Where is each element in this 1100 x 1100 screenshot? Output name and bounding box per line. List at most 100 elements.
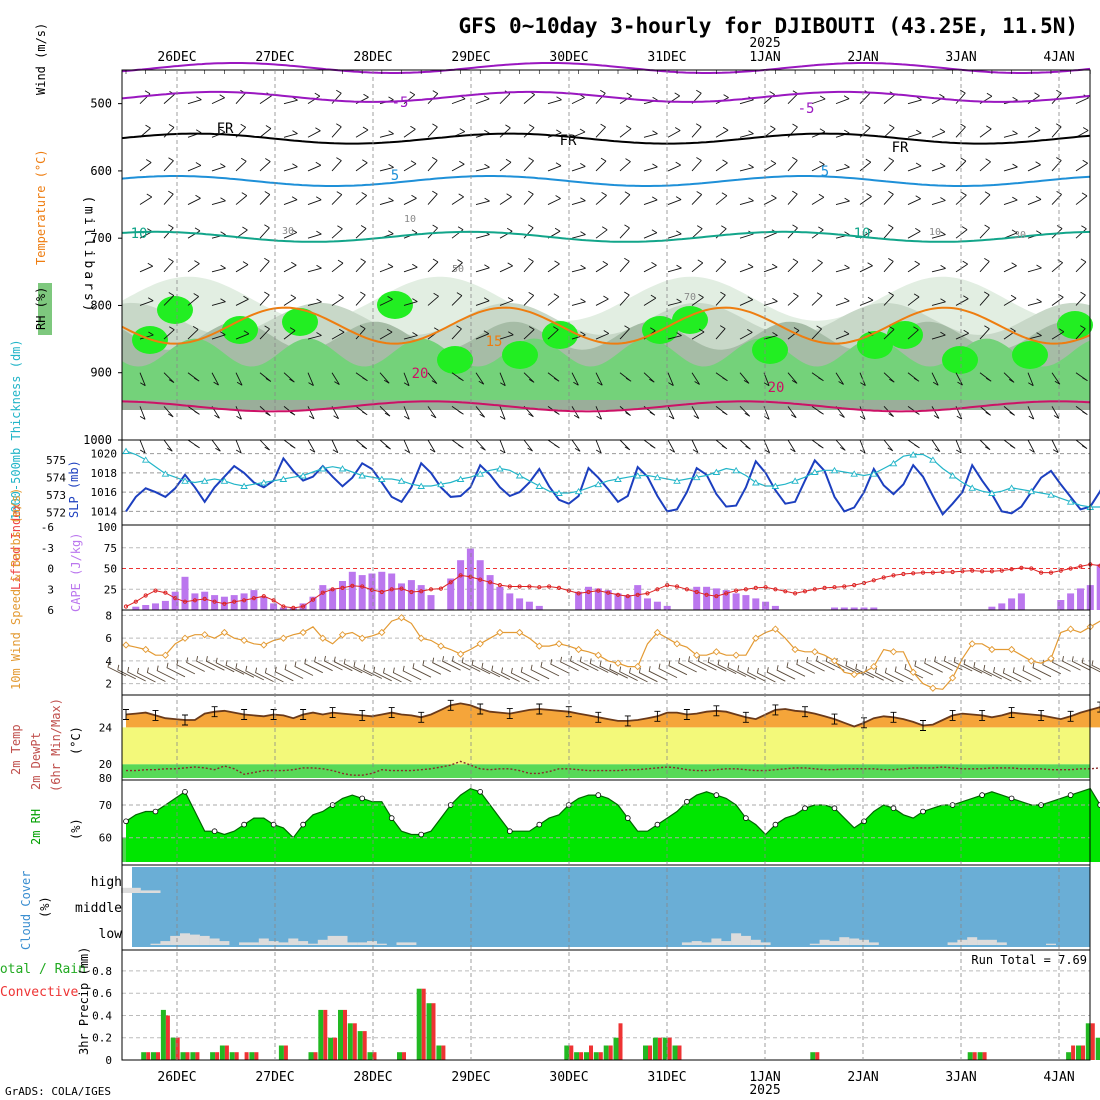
rh-marker <box>743 815 749 821</box>
wind10m-marker <box>791 645 799 654</box>
wind-barb <box>595 261 609 273</box>
wind10m-marker <box>614 659 622 667</box>
wind-barb <box>595 439 602 454</box>
temperature-minmax <box>683 709 690 720</box>
li-marker <box>419 589 424 594</box>
wind-barb <box>763 160 777 172</box>
wind-barb <box>763 194 777 205</box>
cape-bar <box>1017 593 1025 610</box>
surface-wind-barb <box>461 657 481 672</box>
wind-barb <box>379 164 394 172</box>
surface-wind-barb <box>638 667 658 683</box>
wind-barb <box>1027 126 1041 138</box>
wind10m-marker <box>358 634 366 642</box>
wind-barb <box>499 331 514 340</box>
cloud-bar-low <box>750 939 761 945</box>
surface-wind-barb <box>874 667 894 683</box>
li-marker <box>192 598 197 603</box>
li-marker <box>1068 566 1073 571</box>
surface-wind-barb <box>1081 657 1100 673</box>
cloud-bar-low <box>337 935 348 945</box>
cape-bar <box>535 605 543 610</box>
wind-barb <box>1003 196 1018 205</box>
wind-barb <box>595 89 606 104</box>
wind-barb <box>139 159 152 172</box>
wind-barb <box>883 190 894 205</box>
precip-total-bar <box>338 1009 343 1060</box>
temp-axis-label: 2m Temp <box>9 724 23 775</box>
wind10m-marker <box>673 640 681 648</box>
wind-barb <box>451 160 465 172</box>
wind-barb <box>907 228 921 239</box>
li-marker <box>674 584 680 589</box>
temperature-minmax <box>890 711 897 723</box>
wind10m-marker <box>378 628 386 637</box>
surface-wind-barb <box>884 667 904 683</box>
wind-barb <box>883 124 895 138</box>
wind-barb <box>211 372 219 386</box>
thickness-axis-label: 1000-500mb Thickness (dm) <box>9 339 23 520</box>
li-marker <box>724 591 729 596</box>
cape-axis-label: CAPE (J/kg) <box>69 533 83 612</box>
wind-barb <box>979 291 990 306</box>
isotherm-label: 5 <box>391 168 399 184</box>
li-marker <box>989 569 995 574</box>
temperature-minmax <box>1067 710 1074 722</box>
surface-wind-barb <box>225 660 245 675</box>
temperature-minmax <box>831 713 838 725</box>
li-marker <box>753 585 758 591</box>
precip-total-bar <box>584 1052 589 1060</box>
precip-total-bar <box>318 1009 324 1060</box>
wind10m-marker <box>240 636 248 645</box>
rh-marker <box>624 815 631 821</box>
wind-barb <box>667 264 682 273</box>
rh-tick-label: 60 <box>99 832 112 845</box>
wind-barb <box>739 130 754 138</box>
surface-wind-barb <box>146 667 166 682</box>
rh-fill <box>126 788 1100 862</box>
surface-wind-barb <box>619 666 638 682</box>
rh-shade-80 <box>122 338 1090 410</box>
precip-total-bar <box>1085 1023 1091 1060</box>
surface-wind-barb <box>560 656 579 672</box>
li-marker <box>970 568 975 573</box>
thickness-tick-label: 575 <box>46 454 66 467</box>
wind-barb <box>307 406 315 420</box>
rh-contour-label: 50 <box>452 264 464 275</box>
li-tick-label: 3 <box>47 583 54 596</box>
wind-barb <box>499 297 514 306</box>
wind-barb <box>715 406 728 416</box>
li-marker <box>606 590 611 595</box>
precip-total-bar <box>229 1052 235 1060</box>
cloud-bar-low <box>406 942 417 945</box>
thickness-marker <box>456 475 465 482</box>
cape-bar <box>466 548 474 610</box>
rh-shade-90 <box>502 341 538 369</box>
wind10m-marker <box>752 634 760 642</box>
thickness-marker <box>988 489 996 496</box>
wind-barb <box>979 191 991 205</box>
wind-barb <box>307 264 322 273</box>
wind-barb <box>715 258 727 273</box>
wind-barb <box>883 157 895 172</box>
li-marker <box>478 577 483 582</box>
wind-barb <box>379 328 393 340</box>
temperature-minmax <box>211 706 218 718</box>
cloud-bar-low <box>298 941 309 945</box>
rh-marker <box>831 805 838 811</box>
wind-barb <box>307 161 322 172</box>
temperature-minmax <box>713 705 720 717</box>
date-label-bottom: 27DEC <box>255 1070 294 1085</box>
li-marker <box>645 591 650 596</box>
wind-barb <box>907 326 919 340</box>
surface-wind-barb <box>373 666 392 682</box>
wind-barb <box>955 260 968 273</box>
wind-barb <box>739 263 754 273</box>
cloud-bar-low <box>219 941 230 945</box>
surface-wind-barb <box>963 659 983 674</box>
wind-barb <box>643 163 658 172</box>
cloud-bar-low <box>849 938 860 945</box>
wind-barb <box>907 195 921 205</box>
cape-bar <box>309 596 317 610</box>
rh-marker <box>270 821 277 828</box>
